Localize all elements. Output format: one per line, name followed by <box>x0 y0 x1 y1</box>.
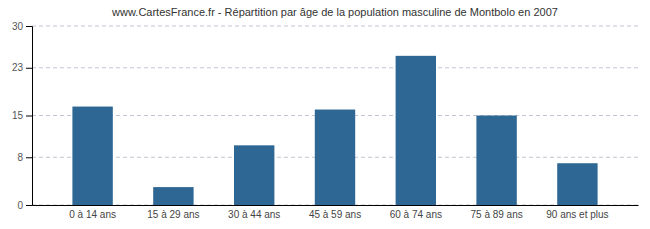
y-tick: 23 <box>12 62 32 73</box>
y-tick: 30 <box>12 21 32 32</box>
grid-line <box>32 67 638 68</box>
x-tick-label: 0 à 14 ans <box>69 209 116 220</box>
y-tick: 0 <box>17 200 32 211</box>
y-tick-mark <box>26 68 32 69</box>
y-tick: 8 <box>17 152 32 163</box>
x-tick: 0 à 14 ans <box>69 209 116 220</box>
x-tick-label: 15 à 29 ans <box>147 209 199 220</box>
x-tick-label: 30 à 44 ans <box>228 209 280 220</box>
bars <box>72 56 597 205</box>
y-axis: 0 8 15 23 30 <box>12 21 33 211</box>
grid-line <box>32 26 638 27</box>
y-tick-label: 0 <box>17 200 23 211</box>
x-tick: 90 ans et plus <box>546 209 608 220</box>
x-tick: 75 à 89 ans <box>470 209 522 220</box>
x-axis: 0 à 14 ans 15 à 29 ans 30 à 44 ans 45 à 59 … <box>33 206 639 221</box>
title: www.CartesFrance.fr - Répartition par âg… <box>111 6 558 18</box>
x-axis-line <box>33 205 639 206</box>
bar <box>396 56 436 205</box>
bar <box>476 116 516 206</box>
y-tick-mark <box>26 116 32 117</box>
x-tick: 60 à 74 ans <box>390 209 442 220</box>
y-tick-mark <box>26 26 32 27</box>
bar <box>153 187 193 205</box>
y-tick-label: 30 <box>12 21 24 32</box>
x-tick: 15 à 29 ans <box>147 209 199 220</box>
y-tick-label: 8 <box>17 152 23 163</box>
y-axis-line <box>26 27 33 206</box>
y-tick-label: 23 <box>12 62 24 73</box>
x-tick-label: 90 ans et plus <box>546 209 608 220</box>
grid <box>32 26 638 205</box>
y-tick-label: 15 <box>12 110 24 121</box>
x-tick-label: 60 à 74 ans <box>390 209 442 220</box>
plot: 0 8 15 23 30 0 à 14 ans 15 à 29 ans 30 à 44 ans… <box>12 21 639 220</box>
bar <box>315 110 355 205</box>
x-tick: 45 à 59 ans <box>309 209 361 220</box>
x-tick: 30 à 44 ans <box>228 209 280 220</box>
y-tick: 15 <box>12 110 32 121</box>
bar <box>234 145 274 205</box>
bar <box>72 107 112 205</box>
chart: www.CartesFrance.fr - Répartition par âg… <box>0 0 650 229</box>
y-tick-mark <box>26 157 32 158</box>
x-tick-label: 45 à 59 ans <box>309 209 361 220</box>
x-tick-label: 75 à 89 ans <box>470 209 522 220</box>
y-tick-mark <box>26 205 32 206</box>
bar <box>557 163 597 205</box>
